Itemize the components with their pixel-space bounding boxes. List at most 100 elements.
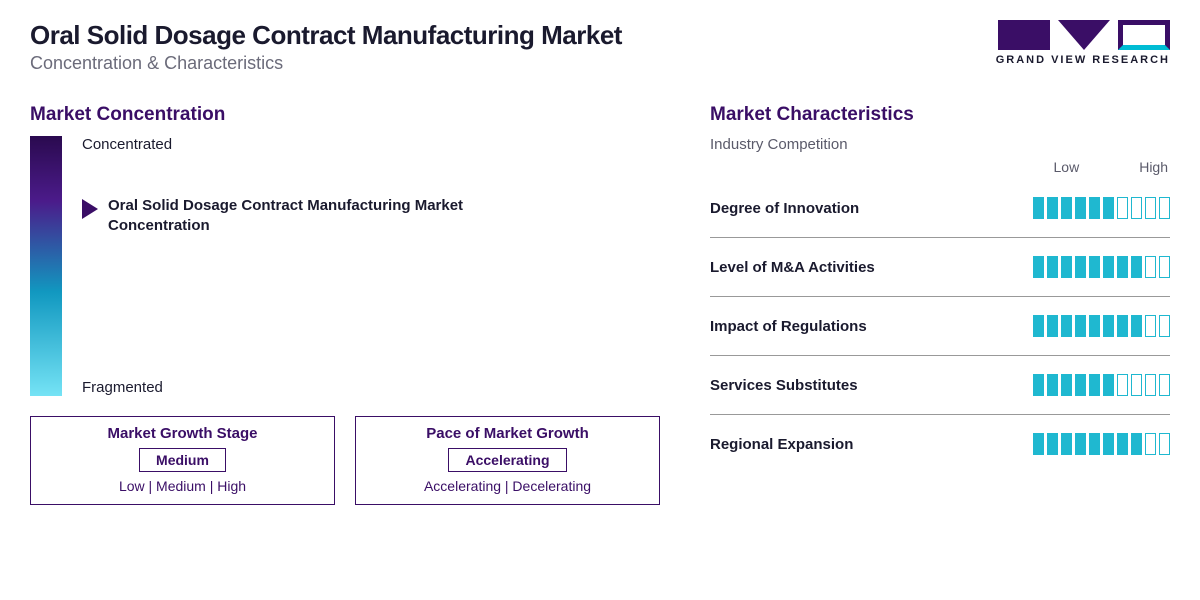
characteristic-row: Regional Expansion <box>710 415 1170 473</box>
bar-filled <box>1075 315 1086 337</box>
bar-filled <box>1033 433 1044 455</box>
characteristic-label: Services Substitutes <box>710 377 858 394</box>
bar-empty <box>1117 374 1128 396</box>
characteristic-bars <box>1033 197 1170 219</box>
content: Market Concentration Concentrated Oral S… <box>30 104 1170 505</box>
stat-box-growth-pace: Pace of Market Growth Accelerating Accel… <box>355 416 660 505</box>
bar-filled <box>1047 256 1058 278</box>
characteristics-scale-header: Low High <box>710 159 1170 175</box>
bar-empty <box>1159 256 1170 278</box>
bar-empty <box>1159 197 1170 219</box>
bar-filled <box>1117 256 1128 278</box>
bar-filled <box>1103 374 1114 396</box>
bar-filled <box>1089 197 1100 219</box>
stat-box-title: Market Growth Stage <box>45 425 320 442</box>
bar-empty <box>1145 197 1156 219</box>
bar-filled <box>1103 256 1114 278</box>
gradient-bottom-label: Fragmented <box>82 379 660 396</box>
scale-high-label: High <box>1139 159 1168 175</box>
characteristic-bars <box>1033 256 1170 278</box>
bar-empty <box>1145 433 1156 455</box>
bar-filled <box>1117 433 1128 455</box>
brand-logo: GRAND VIEW RESEARCH <box>996 20 1170 66</box>
bar-filled <box>1131 433 1142 455</box>
bar-empty <box>1145 374 1156 396</box>
bar-filled <box>1061 433 1072 455</box>
characteristic-bars <box>1033 315 1170 337</box>
characteristic-row: Services Substitutes <box>710 356 1170 415</box>
characteristic-bars <box>1033 433 1170 455</box>
characteristics-subtitle: Industry Competition <box>710 136 1170 153</box>
concentration-gradient-bar <box>30 136 62 396</box>
bar-filled <box>1075 433 1086 455</box>
stat-box-growth-stage: Market Growth Stage Medium Low | Medium … <box>30 416 335 505</box>
concentration-marker: Oral Solid Dosage Contract Manufacturing… <box>82 196 488 235</box>
characteristic-label: Regional Expansion <box>710 436 853 453</box>
marker-arrow-icon <box>82 199 98 219</box>
bar-filled <box>1061 197 1072 219</box>
stat-box-options: Low | Medium | High <box>45 478 320 494</box>
bar-filled <box>1033 374 1044 396</box>
characteristics-title: Market Characteristics <box>710 104 1170 126</box>
title-block: Oral Solid Dosage Contract Manufacturing… <box>30 20 996 74</box>
bar-filled <box>1047 374 1058 396</box>
marker-label: Oral Solid Dosage Contract Manufacturing… <box>108 196 488 235</box>
stat-box-options: Accelerating | Decelerating <box>370 478 645 494</box>
bar-empty <box>1131 197 1142 219</box>
bar-filled <box>1089 256 1100 278</box>
page-title: Oral Solid Dosage Contract Manufacturing… <box>30 20 996 51</box>
bar-empty <box>1159 315 1170 337</box>
characteristic-bars <box>1033 374 1170 396</box>
bar-filled <box>1047 433 1058 455</box>
header: Oral Solid Dosage Contract Manufacturing… <box>30 20 1170 74</box>
bar-filled <box>1075 256 1086 278</box>
bar-empty <box>1145 256 1156 278</box>
concentration-column: Market Concentration Concentrated Oral S… <box>30 104 660 505</box>
gradient-labels: Concentrated Oral Solid Dosage Contract … <box>82 136 660 396</box>
bar-filled <box>1061 256 1072 278</box>
gradient-top-label: Concentrated <box>82 136 660 153</box>
characteristic-label: Impact of Regulations <box>710 318 867 335</box>
bar-filled <box>1089 315 1100 337</box>
bar-filled <box>1089 433 1100 455</box>
characteristic-row: Impact of Regulations <box>710 297 1170 356</box>
characteristic-label: Level of M&A Activities <box>710 259 875 276</box>
logo-shape-3 <box>1118 20 1170 50</box>
characteristics-column: Market Characteristics Industry Competit… <box>710 104 1170 505</box>
stat-box-value: Medium <box>139 448 226 472</box>
bar-empty <box>1159 433 1170 455</box>
bar-filled <box>1131 256 1142 278</box>
bar-filled <box>1033 315 1044 337</box>
bar-filled <box>1117 315 1128 337</box>
characteristics-rows: Degree of Innovation Level of M&A Activit… <box>710 179 1170 473</box>
bar-filled <box>1047 197 1058 219</box>
scale-low-label: Low <box>1054 159 1080 175</box>
page-subtitle: Concentration & Characteristics <box>30 53 996 74</box>
bar-empty <box>1131 374 1142 396</box>
bar-filled <box>1075 374 1086 396</box>
bar-filled <box>1061 374 1072 396</box>
bar-filled <box>1033 256 1044 278</box>
logo-text: GRAND VIEW RESEARCH <box>996 54 1170 66</box>
bar-filled <box>1131 315 1142 337</box>
bar-filled <box>1061 315 1072 337</box>
bar-empty <box>1159 374 1170 396</box>
logo-shape-1 <box>998 20 1050 50</box>
logo-shape-2 <box>1058 20 1110 50</box>
bar-filled <box>1103 433 1114 455</box>
stat-box-title: Pace of Market Growth <box>370 425 645 442</box>
stat-boxes: Market Growth Stage Medium Low | Medium … <box>30 416 660 505</box>
characteristic-label: Degree of Innovation <box>710 200 859 217</box>
bar-empty <box>1117 197 1128 219</box>
bar-filled <box>1103 197 1114 219</box>
bar-empty <box>1145 315 1156 337</box>
logo-shapes <box>998 20 1170 50</box>
concentration-title: Market Concentration <box>30 104 660 126</box>
characteristic-row: Level of M&A Activities <box>710 238 1170 297</box>
bar-filled <box>1047 315 1058 337</box>
bar-filled <box>1089 374 1100 396</box>
bar-filled <box>1075 197 1086 219</box>
bar-filled <box>1103 315 1114 337</box>
stat-box-value: Accelerating <box>448 448 566 472</box>
concentration-chart: Concentrated Oral Solid Dosage Contract … <box>30 136 660 396</box>
